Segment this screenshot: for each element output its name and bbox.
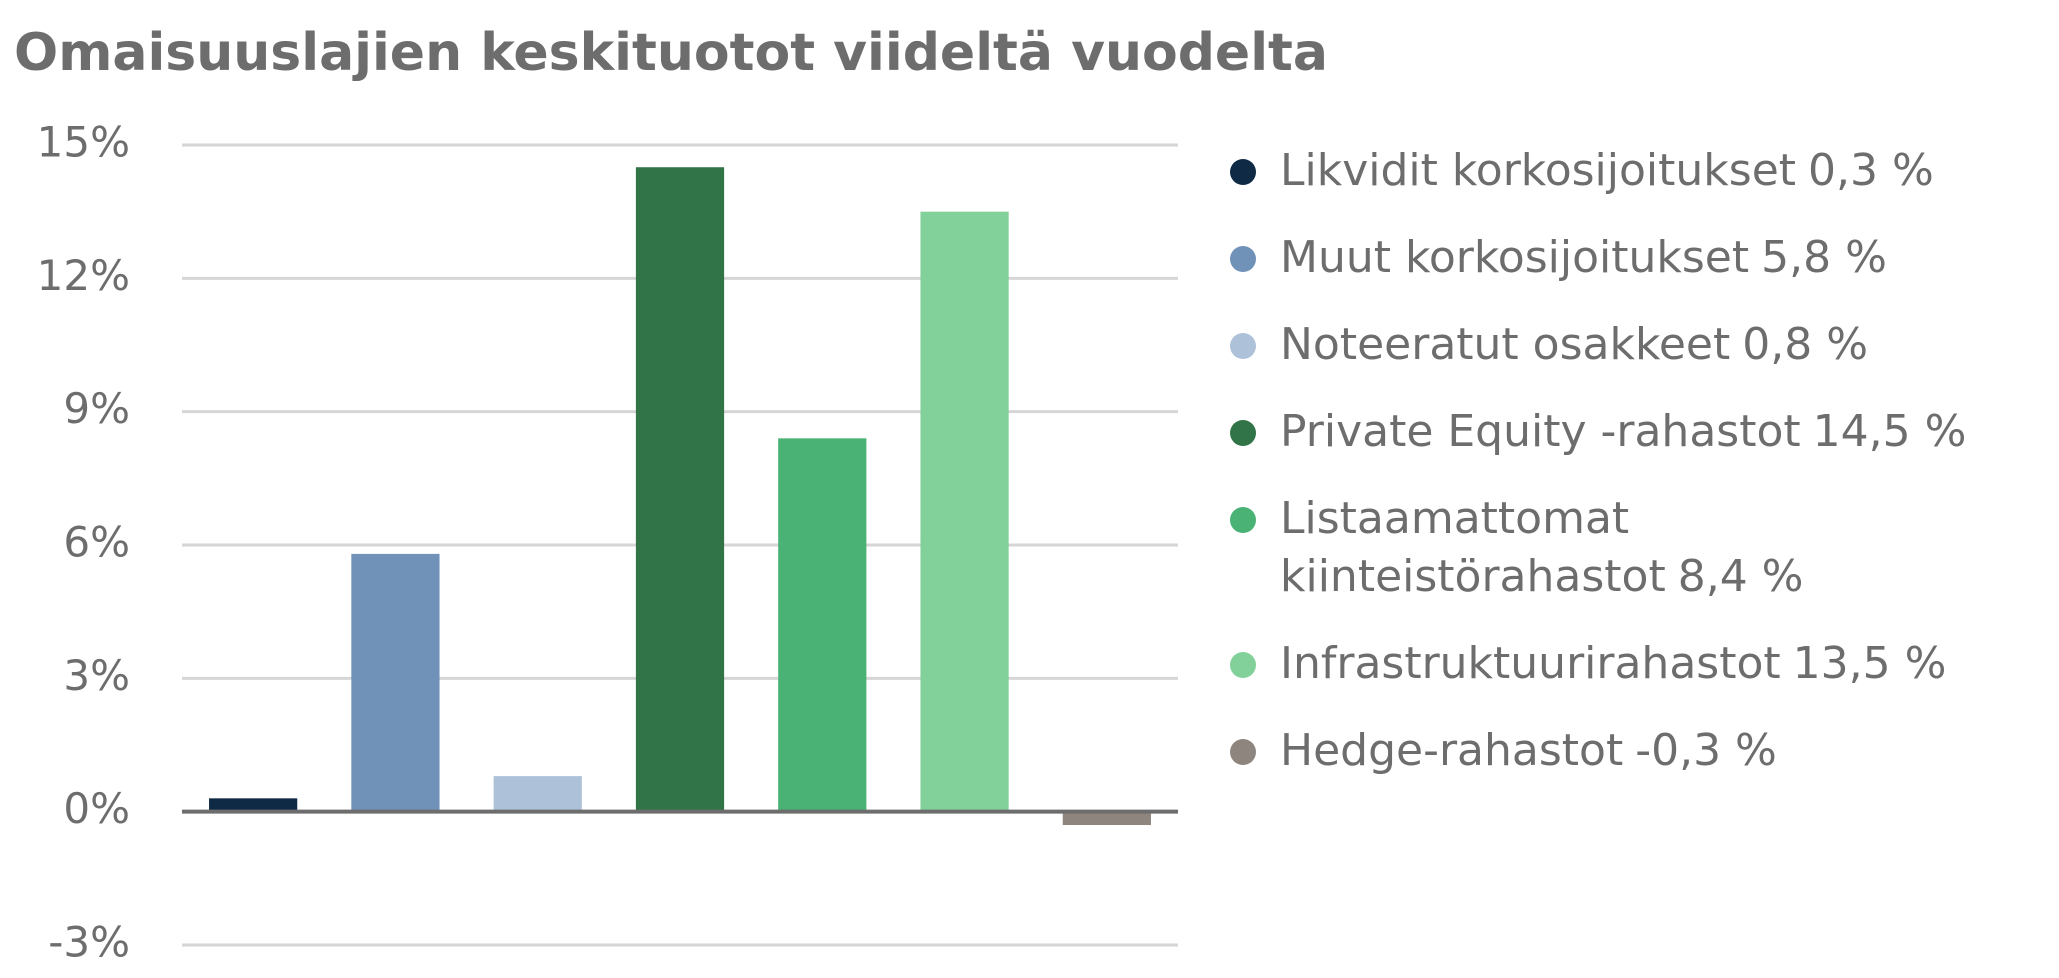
legend-label: Infrastruktuurirahastot [1280,638,1781,689]
bar [209,798,298,812]
legend-label: Muut korkosijoitukset [1280,232,1750,283]
legend-marker [1230,159,1256,185]
bar [351,553,440,812]
legend-value: 0,8 % [1742,319,1869,370]
legend-marker [1230,333,1256,359]
legend-value: 5,8 % [1761,232,1887,283]
legend-label: Listaamattomat kiinteistörahastot [1280,493,1666,602]
y-tick-label: 12% [37,251,130,300]
legend-label: Noteeratut osakkeet [1280,319,1731,370]
legend-item: Hedge-rahastot -0,3 % [1222,722,2022,780]
legend-value: 0,3 % [1808,145,1934,196]
legend: Likvidit korkosijoitukset 0,3 % Muut korko… [1222,142,2022,809]
legend-item: Infrastruktuurirahastot 13,5 % [1222,635,2022,693]
bar [920,211,1009,812]
y-tick-label: 15% [37,118,130,167]
y-tick-label: 3% [63,651,130,700]
y-tick-label: 9% [63,384,130,433]
legend-marker [1230,246,1256,272]
legend-marker [1230,507,1256,533]
y-tick-label: 6% [63,518,130,567]
legend-label: Likvidit korkosijoitukset [1280,145,1797,196]
legend-marker [1230,739,1256,765]
legend-item: Noteeratut osakkeet 0,8 % [1222,316,2022,374]
y-tick-label: 0% [63,784,130,833]
legend-value: 14,5 % [1812,406,1967,457]
bar [635,167,725,812]
y-tick-label: -3% [48,918,130,967]
bar [1062,811,1151,825]
legend-label: Hedge-rahastot [1280,725,1624,776]
chart-title: Omaisuuslajien keskituotot viideltä vuod… [14,23,1328,83]
legend-item: Likvidit korkosijoitukset 0,3 % [1222,142,2022,200]
legend-value: -0,3 % [1635,725,1777,776]
legend-label: Private Equity -rahastot [1280,406,1801,457]
legend-marker [1230,652,1256,678]
legend-item: Private Equity -rahastot 14,5 % [1222,403,2022,461]
legend-item: Muut korkosijoitukset 5,8 % [1222,229,2022,287]
bar [778,438,867,812]
legend-marker [1230,420,1256,446]
bar [493,776,582,812]
legend-value: 13,5 % [1792,638,1947,689]
legend-item: Listaamattomat kiinteistörahastot 8,4 % [1222,490,2022,606]
legend-value: 8,4 % [1677,551,1804,602]
